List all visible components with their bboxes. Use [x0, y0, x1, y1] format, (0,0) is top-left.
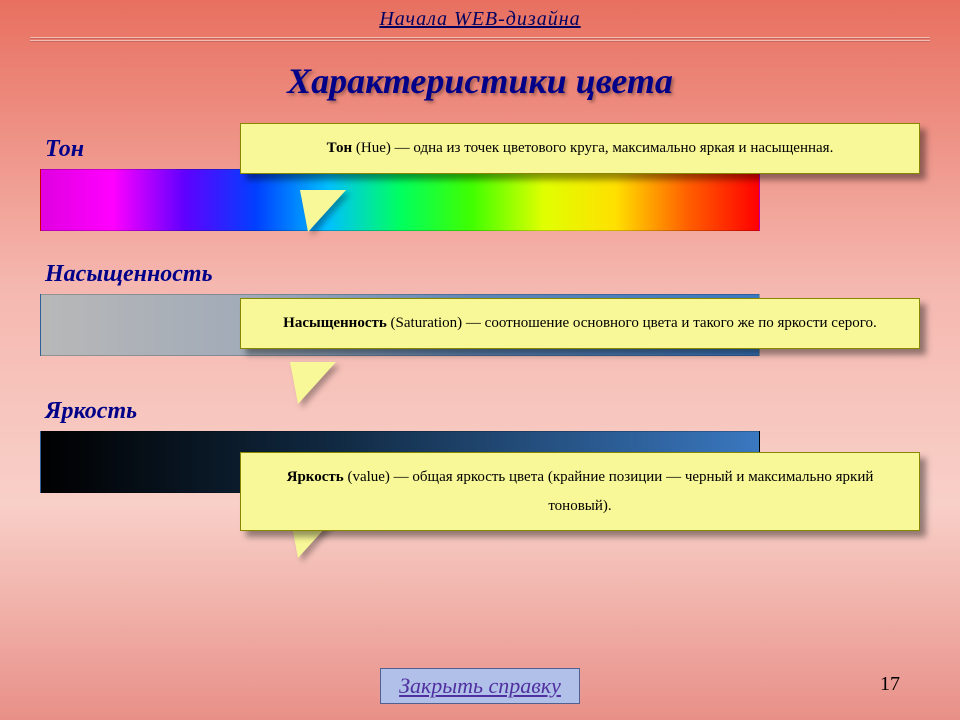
breadcrumb: Начала WEB-дизайна	[379, 8, 580, 30]
page-number: 17	[880, 673, 900, 696]
divider	[30, 37, 930, 39]
callout-saturation: Насыщенность (Saturation) — соотношение …	[240, 298, 920, 349]
footer: Закрыть справку	[0, 668, 960, 704]
callout-tail-icon	[290, 362, 336, 404]
callout-hue: Тон (Hue) — одна из точек цветового круг…	[240, 123, 920, 174]
callout-val-text: (value) — общая яркость цвета (крайние п…	[344, 469, 874, 514]
callout-sat-text: (Saturation) — соотношение основного цве…	[387, 315, 877, 331]
callout-hue-text: (Hue) — одна из точек цветового круга, м…	[352, 140, 833, 156]
callout-value: Яркость (value) — общая яркость цвета (к…	[240, 452, 920, 531]
header: Начала WEB-дизайна	[0, 0, 960, 31]
callout-sat-bold: Насыщенность	[283, 315, 387, 331]
label-saturation: Насыщенность	[45, 261, 920, 288]
label-value: Яркость	[45, 398, 920, 425]
callout-val-bold: Яркость	[287, 469, 344, 485]
divider	[30, 40, 930, 42]
callout-hue-bold: Тон	[327, 140, 352, 156]
callout-tail-icon	[300, 190, 346, 232]
page-title: Характеристики цвета	[0, 60, 960, 102]
hue-bar	[40, 169, 760, 231]
close-button[interactable]: Закрыть справку	[380, 668, 580, 704]
